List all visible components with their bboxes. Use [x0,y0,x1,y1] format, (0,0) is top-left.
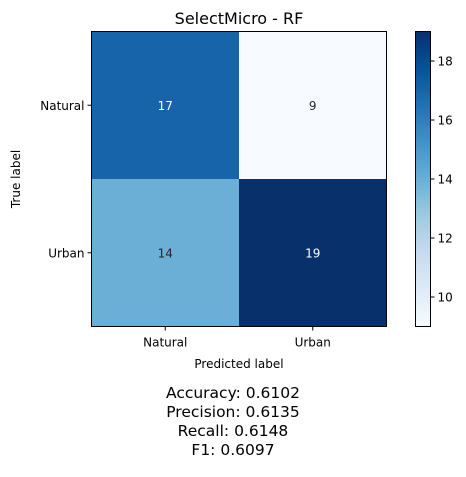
colorbar-tick-label: 18 [438,55,453,69]
heatmap-cells [91,31,387,327]
cell-value-label: 14 [158,246,173,260]
recall-text: Recall: 0.6148 [177,422,289,440]
colorbar-tick-label: 16 [438,114,453,128]
colorbar-ticks: 10 12 14 16 18 [430,55,453,305]
cell-value-label: 9 [309,99,317,113]
plot-frame [91,31,387,327]
x-tick-label: Urban [295,336,331,350]
y-tick-label: Urban [48,246,84,260]
colorbar-tick-label: 14 [438,173,453,187]
cell-value-labels: 17 9 14 19 [158,99,321,261]
f1-text: F1: 0.6097 [191,441,275,459]
precision-text: Precision: 0.6135 [166,403,300,421]
cell-value-label: 17 [158,99,173,113]
accuracy-text: Accuracy: 0.6102 [165,384,301,402]
y-axis-label: True label [9,150,23,209]
heatmap-cell [239,179,387,327]
colorbar-tick-label: 10 [438,291,453,305]
heatmap-cell [239,31,387,179]
heatmap-cell [91,179,239,327]
x-axis-label: Predicted label [194,357,283,371]
heatmap-cell [91,31,239,179]
colorbar-tick-label: 12 [438,232,453,246]
x-tick-label: Natural [143,336,187,350]
y-axis-ticks: Natural Urban [40,99,92,260]
chart-title: SelectMicro - RF [175,9,304,28]
cell-value-label: 19 [305,246,320,260]
colorbar [415,31,431,327]
metrics-summary: Accuracy: 0.6102 Precision: 0.6135 Recal… [0,384,466,460]
x-axis-ticks: Natural Urban [143,326,331,350]
y-tick-label: Natural [40,99,84,113]
